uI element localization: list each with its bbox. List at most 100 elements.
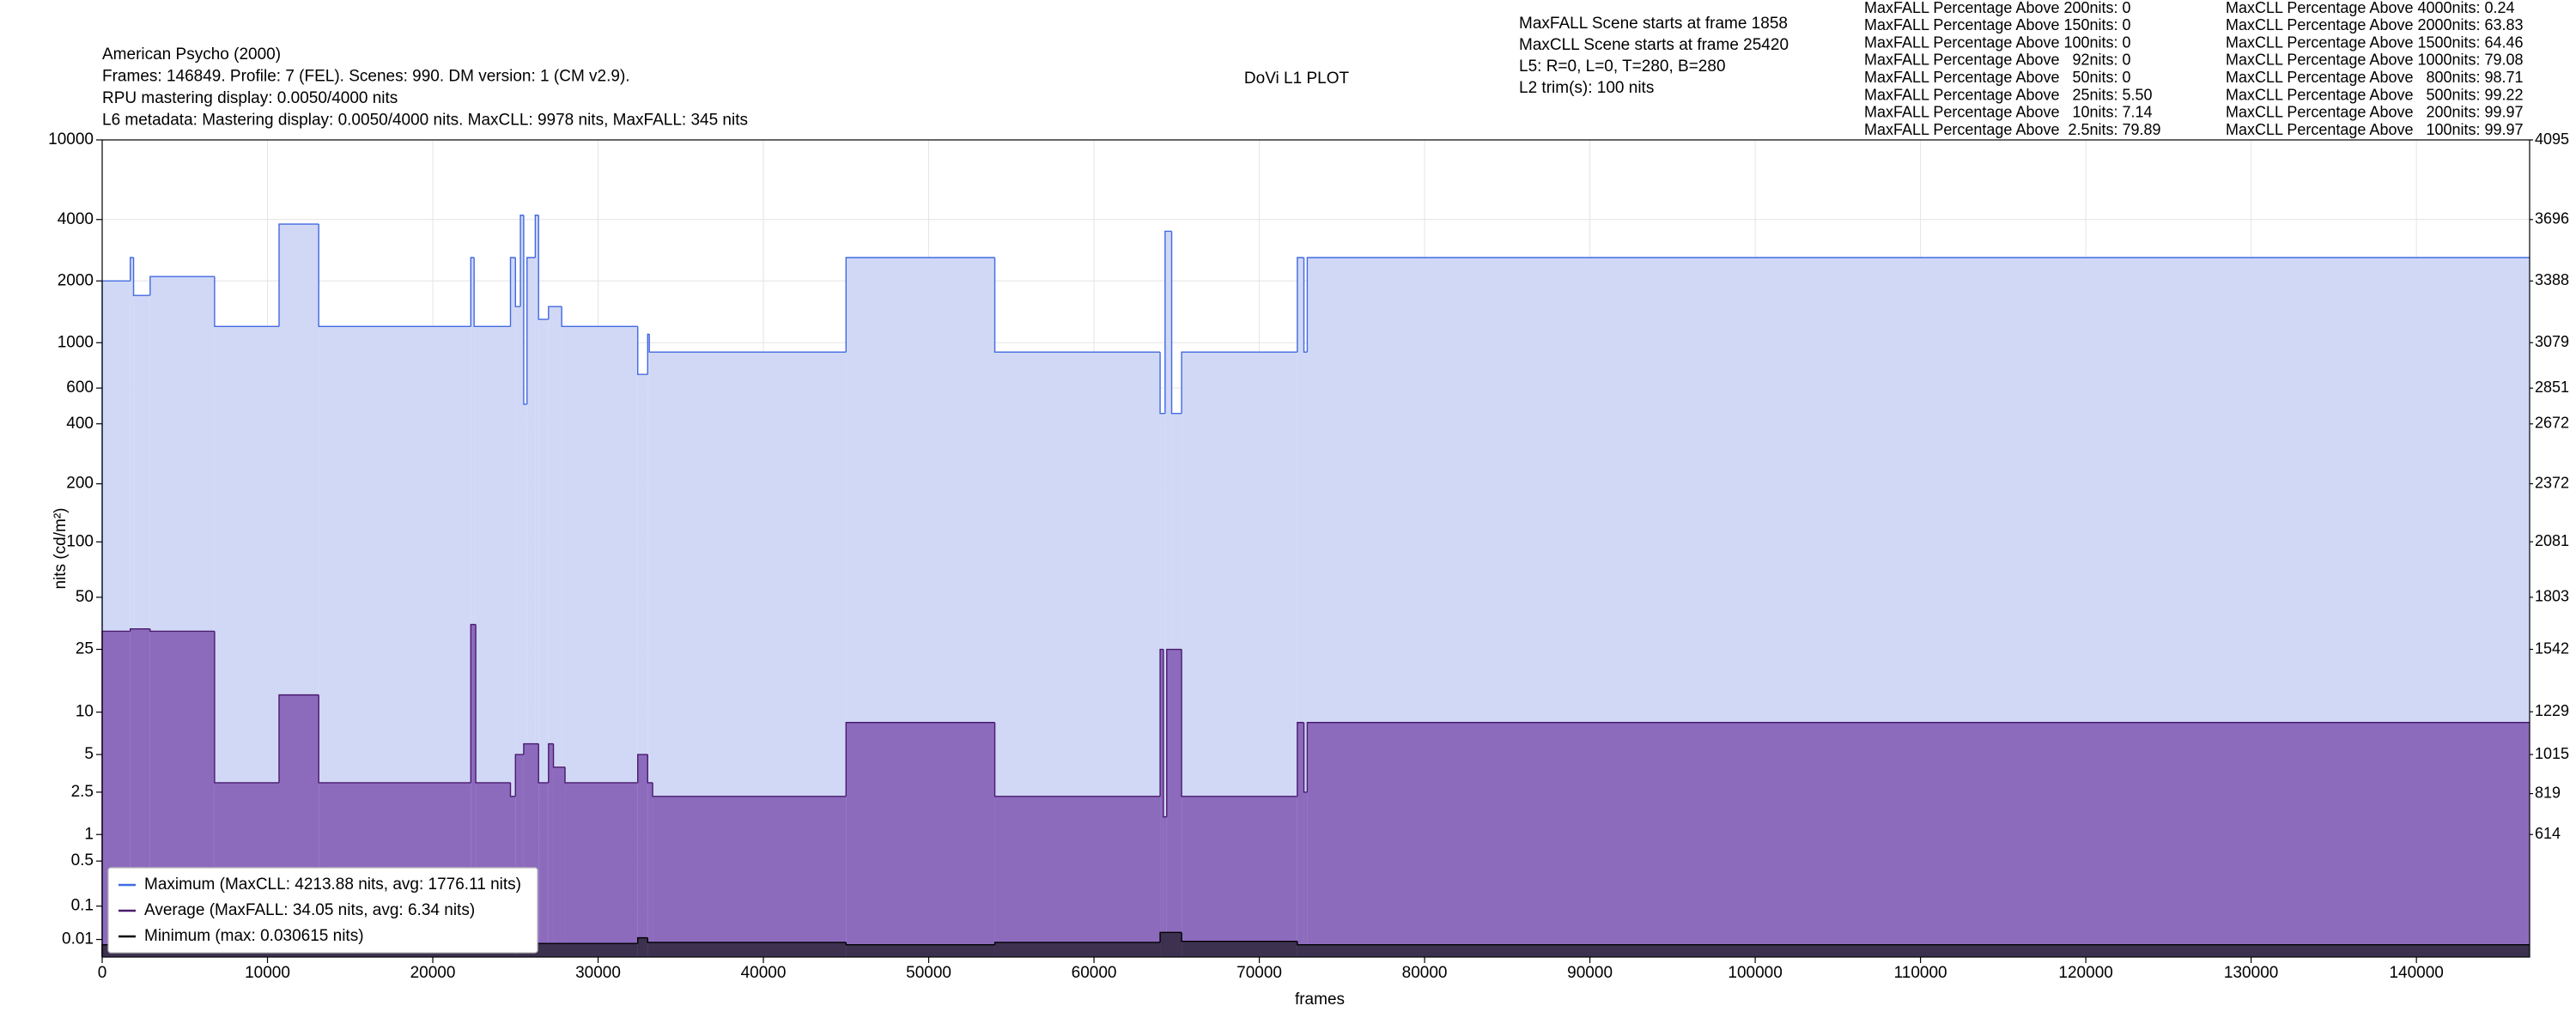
step-line [318, 694, 471, 784]
maxfall-percentage: MaxFALL Percentage Above 92nits: 0 [1864, 52, 2131, 69]
maxfall-percentage: MaxFALL Percentage Above 150nits: 0 [1864, 16, 2131, 33]
legend: Maximum (MaxCLL: 4213.88 nits, avg: 1776… [107, 867, 538, 954]
step-line [470, 257, 475, 327]
y2-tick-label: 2372 [2535, 474, 2569, 491]
step-line [149, 276, 215, 296]
y-tick-label: 600 [66, 379, 94, 397]
y-tick-label: 100 [66, 532, 94, 550]
step-area [1182, 941, 1297, 957]
y2-tick-label: 819 [2535, 784, 2561, 801]
y-tick-label: 200 [66, 475, 94, 493]
y-tick-label: 4000 [58, 210, 94, 228]
y-tick-label: 1000 [58, 333, 94, 351]
legend-box [107, 867, 538, 954]
maxfall-percentage: MaxFALL Percentage Above 25nits: 5.50 [1864, 86, 2153, 103]
y-tick-label: 0.5 [71, 851, 94, 869]
header-line: RPU mastering display: 0.0050/4000 nits [102, 89, 398, 107]
step-area [647, 942, 847, 957]
plot-data [101, 215, 2530, 958]
step-line [523, 215, 527, 405]
x-tick-label: 0 [98, 964, 107, 982]
x-tick-label: 20000 [410, 964, 456, 982]
step-line [1166, 648, 1182, 817]
header-line: Frames: 146849. Profile: 7 (FEL). Scenes… [102, 68, 630, 86]
step-line [1159, 352, 1165, 415]
y-tick-label: 10 [76, 703, 94, 721]
step-line [132, 258, 150, 296]
step-area [1163, 816, 1167, 957]
step-line [130, 628, 150, 632]
step-line [278, 694, 319, 783]
y2-tick-label: 1542 [2535, 639, 2569, 657]
step-area [846, 722, 995, 957]
step-line [648, 334, 847, 353]
scene-info: MaxFALL Scene starts at frame 1858 [1519, 15, 1788, 33]
step-line [538, 215, 549, 320]
step-line [552, 743, 566, 768]
step-area [994, 796, 1161, 957]
step-line [318, 224, 471, 328]
step-line [149, 628, 215, 633]
x-tick-label: 30000 [575, 964, 621, 982]
step-area [1297, 944, 2530, 957]
step-line [561, 306, 638, 328]
step-line [1297, 257, 1304, 353]
step-area [1307, 722, 2530, 957]
step-line [637, 326, 648, 375]
step-line [130, 257, 134, 282]
step-line [845, 942, 995, 946]
y2-tick-label: 3696 [2535, 210, 2569, 227]
step-line [1159, 931, 1182, 942]
step-line [1181, 932, 1297, 942]
x-tick-label: 100000 [1728, 964, 1782, 982]
step-area [1166, 649, 1182, 957]
step-line [514, 754, 524, 797]
step-line [509, 782, 516, 797]
y2-tick-label: 2081 [2535, 532, 2569, 549]
step-line [647, 937, 847, 943]
step-area [553, 766, 566, 957]
y2-tick-label: 4095 [2535, 130, 2569, 148]
step-area [846, 944, 995, 957]
step-area [548, 743, 554, 957]
y2-tick-label: 1803 [2535, 588, 2569, 605]
step-line [637, 754, 648, 783]
axes: 0 10000 20000 30000 40000 50000 60000 70000 8000… [48, 130, 2569, 982]
legend-label: Minimum (max: 0.030615 nits) [144, 927, 364, 945]
step-line [845, 257, 995, 353]
plot-frame [101, 139, 2530, 958]
step-area [1160, 932, 1182, 957]
step-area [130, 258, 134, 957]
step-line [538, 743, 549, 784]
y-tick-label: 2000 [58, 271, 94, 289]
step-line [1297, 941, 2530, 946]
step-area [637, 754, 648, 957]
step-line [564, 766, 638, 784]
step-line [514, 258, 521, 307]
maxcll-percentage: MaxCLL Percentage Above 4000nits: 0.24 [2226, 0, 2515, 16]
step-line [523, 742, 539, 755]
step-line [470, 623, 477, 783]
step-area [637, 937, 648, 957]
y2-tick-label: 2672 [2535, 415, 2569, 432]
y-axis-label: nits (cd/m²) [52, 508, 70, 590]
step-line [473, 258, 511, 328]
y-tick-label: 2.5 [71, 783, 94, 801]
y2-tick-label: 614 [2535, 825, 2561, 842]
step-area [994, 942, 1161, 957]
y-tick-label: 0.01 [62, 930, 94, 948]
y-tick-label: 0.1 [71, 897, 94, 915]
y2-tick-label: 2851 [2535, 379, 2569, 396]
scene-info: MaxCLL Scene starts at frame 25420 [1519, 36, 1789, 54]
step-area [520, 215, 524, 958]
step-area [1297, 258, 1304, 957]
step-area [515, 754, 524, 957]
maxfall-percentage: MaxFALL Percentage Above 2.5nits: 79.89 [1864, 121, 2161, 138]
x-tick-label: 80000 [1402, 964, 1448, 982]
step-area [535, 215, 539, 958]
y2-tick-label: 3388 [2535, 271, 2569, 288]
maxfall-percentage: MaxFALL Percentage Above 100nits: 0 [1864, 33, 2131, 51]
maxcll-percentage: MaxCLL Percentage Above 1000nits: 79.08 [2226, 52, 2524, 69]
step-line [845, 722, 995, 797]
x-tick-label: 130000 [2224, 964, 2278, 982]
